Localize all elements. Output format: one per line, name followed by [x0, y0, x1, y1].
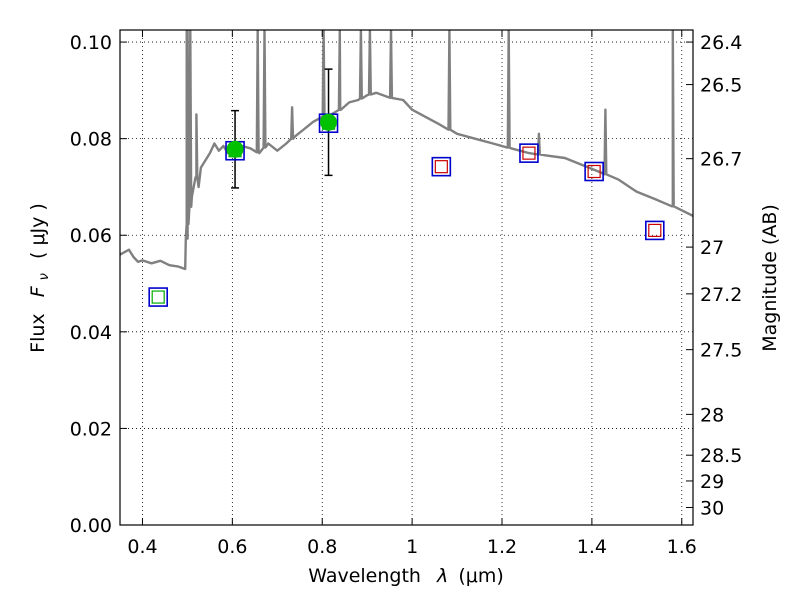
y-tick-label: 0.06: [70, 225, 112, 247]
model-photometry-box: [584, 161, 604, 182]
model-photometry-box: [519, 143, 539, 163]
x-tick-label: 1.6: [667, 536, 697, 558]
magnitude-tick-label: 28.5: [700, 445, 742, 467]
magnitude-tick-label: 30: [700, 497, 724, 519]
magnitude-tick-label: 26.4: [700, 32, 742, 54]
detection-point: [226, 140, 244, 158]
magnitude-tick-label: 27.2: [700, 284, 742, 306]
model-photometry-box: [148, 287, 168, 307]
axis-ticks: 0.4 0.6 0.8 1 1.2 1.4 1.6 0.00 0.02 0.04 0.06 0.08 0…: [70, 30, 742, 558]
plot-area: [120, 30, 693, 307]
model-photometry-inner: [151, 290, 165, 304]
y-axis-label: Flux F ν ( μJy ): [27, 203, 53, 353]
y-axis-label-text: Flux: [27, 313, 49, 353]
x-tick-label: 1.4: [577, 536, 607, 558]
magnitude-tick-label: 26.7: [700, 149, 742, 171]
y-axis-label-symbol: F: [27, 285, 49, 297]
x-axis-label-unit: (μm): [458, 565, 503, 587]
x-tick-label: 0.6: [217, 536, 247, 558]
x-axis-label: Wavelength λ (μm): [308, 565, 503, 587]
y2-axis-label: Magnitude (AB): [759, 204, 781, 352]
model-photometry-inner: [648, 223, 662, 238]
y-tick-label: 0.04: [70, 322, 112, 344]
model-photometry-box: [431, 156, 452, 177]
y-tick-label: 0.02: [70, 418, 112, 440]
detection-point: [320, 113, 338, 131]
y-axis-label-subscript: ν: [37, 273, 52, 280]
magnitude-tick-label: 26.5: [700, 75, 742, 97]
spectrum-line: [120, 30, 693, 271]
y-tick-label: 0.00: [70, 515, 112, 537]
x-tick-label: 0.8: [307, 536, 337, 558]
magnitude-tick-label: 27: [700, 237, 724, 259]
model-photometry-inner: [522, 146, 536, 160]
x-axis-label-text: Wavelength: [308, 565, 421, 587]
x-tick-label: 1: [406, 536, 418, 558]
magnitude-tick-label: 28: [700, 404, 724, 426]
x-axis-label-symbol: λ: [436, 565, 448, 587]
y-axis-label-unit: ( μJy ): [27, 203, 49, 259]
magnitude-tick-label: 27.5: [700, 340, 742, 362]
magnitude-tick-label: 29: [700, 471, 724, 493]
y-tick-label: 0.08: [70, 129, 112, 151]
y-tick-label: 0.10: [70, 32, 112, 54]
x-tick-label: 1.2: [487, 536, 517, 558]
plot-frame: [119, 29, 694, 526]
x-tick-label: 0.4: [127, 536, 157, 558]
grid-lines: [120, 30, 693, 525]
model-photometry-inner: [434, 160, 448, 174]
model-photometry-inner: [587, 164, 601, 179]
model-photometry-box: [644, 220, 665, 241]
